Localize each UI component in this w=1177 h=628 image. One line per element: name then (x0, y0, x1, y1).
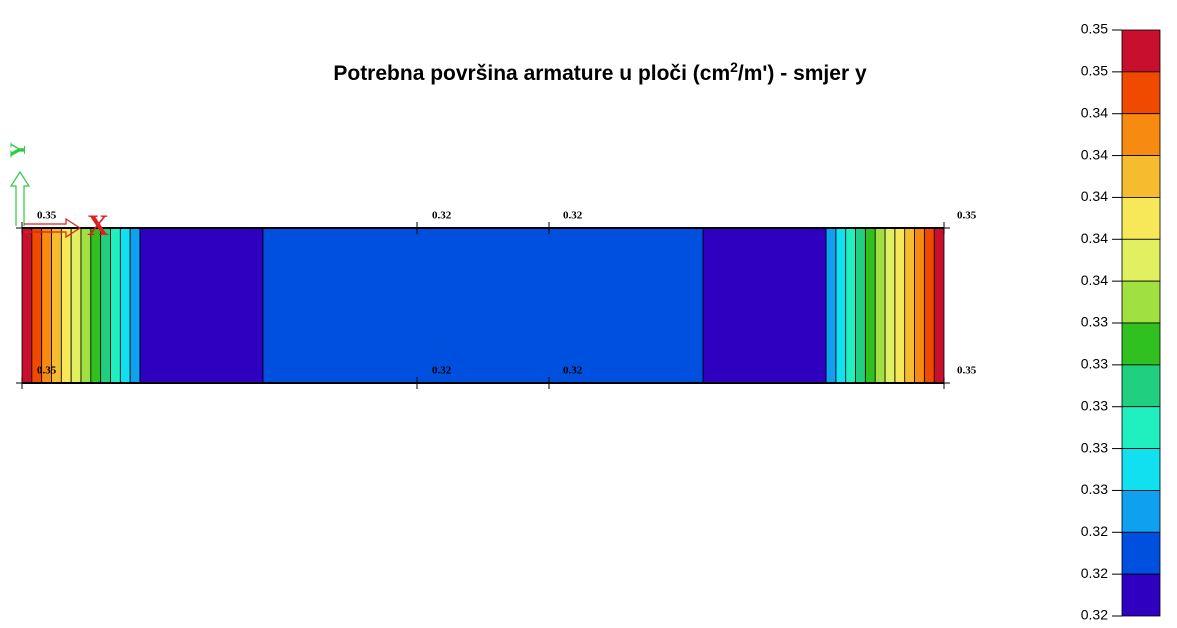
legend-swatch (1121, 322, 1161, 366)
legend-label: 0.33 (1081, 481, 1108, 497)
point-label: 0.32 (432, 365, 452, 377)
legend-label: 0.35 (1081, 21, 1108, 37)
contour-band (90, 227, 102, 384)
contour-band (835, 227, 847, 384)
legend-swatch (1121, 280, 1161, 324)
point-label: 0.35 (37, 365, 57, 377)
title: Potrebna površina armature u ploči (cm2/… (333, 59, 867, 85)
legend-label: 0.33 (1081, 397, 1108, 413)
legend-swatch (1121, 113, 1161, 156)
x-axis-label: X (87, 209, 109, 242)
title-text: /m') - smjer y (738, 62, 867, 85)
legend-swatch (1121, 406, 1161, 449)
legend-swatch (1121, 238, 1161, 282)
contour-band (110, 227, 121, 384)
legend-swatch (1121, 155, 1161, 198)
contour-band (702, 227, 827, 384)
contour-band (904, 227, 915, 384)
contour-band (874, 227, 886, 384)
x-arrow (24, 217, 82, 239)
legend-swatch (1121, 364, 1161, 408)
legend-label: 0.34 (1081, 188, 1108, 204)
contour-band (884, 227, 896, 384)
legend-label: 0.33 (1081, 314, 1108, 330)
contour-band (31, 227, 43, 384)
legend-swatch (1121, 448, 1161, 491)
legend-label: 0.34 (1081, 104, 1108, 120)
contour-band (845, 227, 856, 384)
contour-band (864, 227, 876, 384)
slab: 0.35 0.32 0.32 0.35 0.35 0.32 0.32 0.35 (16, 210, 977, 389)
contour-band (139, 227, 264, 384)
legend-label: 0.32 (1081, 523, 1108, 539)
legend-label: 0.33 (1081, 439, 1108, 455)
contour-band (914, 227, 925, 384)
legend: 0.35 0.35 0.34 0.34 0.34 0.34 0.34 0.33 0.33 0.33… (1081, 21, 1161, 623)
contour-band (129, 227, 141, 384)
legend-swatch (1121, 531, 1161, 575)
legend-label: 0.34 (1081, 146, 1108, 162)
legend-label: 0.34 (1081, 230, 1108, 246)
legend-label: 0.34 (1081, 272, 1108, 288)
legend-label: 0.32 (1081, 565, 1108, 581)
point-label: 0.35 (957, 365, 977, 377)
point-label: 0.35 (37, 210, 57, 222)
contour-band (855, 227, 866, 384)
point-label: 0.32 (563, 210, 583, 222)
legend-label: 0.32 (1081, 607, 1108, 623)
legend-swatch (1121, 197, 1161, 240)
legend-swatch (1121, 490, 1161, 533)
legend-swatch (1121, 573, 1161, 617)
legend-swatch (1121, 71, 1161, 115)
contour-band (119, 227, 131, 384)
contour-band (60, 227, 72, 384)
contour-band (894, 227, 906, 384)
contour-band (933, 227, 945, 384)
contour-band (262, 227, 704, 384)
contour-band (923, 227, 935, 384)
contour-band (41, 227, 52, 384)
contour-band (80, 227, 92, 384)
legend-label: 0.33 (1081, 356, 1108, 372)
contour-band (21, 227, 33, 384)
contour-band (51, 227, 62, 384)
contour-band (100, 227, 111, 384)
y-arrow (9, 170, 31, 226)
contour-band (70, 227, 82, 384)
title-sup: 2 (730, 59, 738, 75)
point-label: 0.35 (957, 210, 977, 222)
legend-swatch (1121, 29, 1161, 73)
point-label: 0.32 (432, 210, 452, 222)
title-text: Potrebna površina armature u ploči (cm (333, 62, 730, 85)
y-axis-label: Y (5, 142, 30, 158)
contour-band (825, 227, 837, 384)
point-label: 0.32 (563, 365, 583, 377)
legend-label: 0.35 (1081, 63, 1108, 79)
